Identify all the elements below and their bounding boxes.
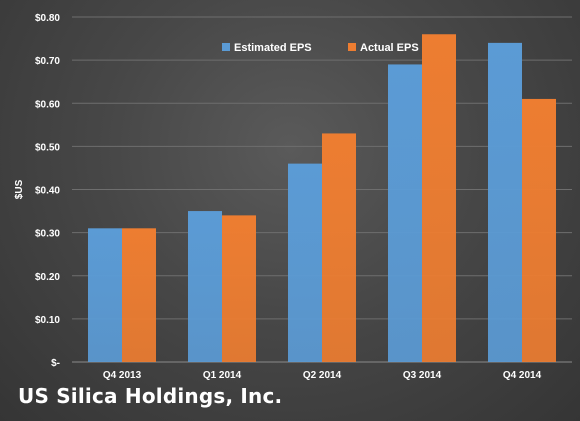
y-tick-label: $- [51,358,60,369]
bar-estimated-eps [388,64,422,362]
bar-actual-eps [322,133,356,362]
legend-swatch-estimated [222,43,230,51]
x-tick-label: Q2 2014 [303,370,342,381]
y-axis-label: $US [14,179,25,199]
bar-actual-eps [222,215,256,362]
y-tick-label: $0.20 [35,272,60,283]
y-tick-label: $0.50 [35,142,60,153]
x-tick-label: Q4 2014 [503,370,542,381]
y-tick-label: $0.60 [35,99,60,110]
legend-label-estimated: Estimated EPS [234,42,312,54]
bar-actual-eps [122,228,156,362]
x-tick-label: Q3 2014 [403,370,442,381]
bar-estimated-eps [188,211,222,362]
bar-estimated-eps [288,163,322,362]
y-tick-label: $0.10 [35,315,60,326]
bar-actual-eps [522,98,556,362]
bar-actual-eps [422,34,456,362]
company-name: US Silica Holdings, Inc. [18,384,283,408]
legend-swatch-actual [348,43,356,51]
x-tick-label: Q1 2014 [203,370,242,381]
y-tick-label: $0.40 [35,186,60,197]
legend-label-actual: Actual EPS [360,42,419,54]
y-tick-label: $0.30 [35,229,60,240]
y-tick-label: $0.80 [35,13,60,24]
x-tick-label: Q4 2013 [103,370,142,381]
bar-estimated-eps [88,228,122,362]
bar-estimated-eps [488,42,522,362]
y-tick-label: $0.70 [35,56,60,67]
